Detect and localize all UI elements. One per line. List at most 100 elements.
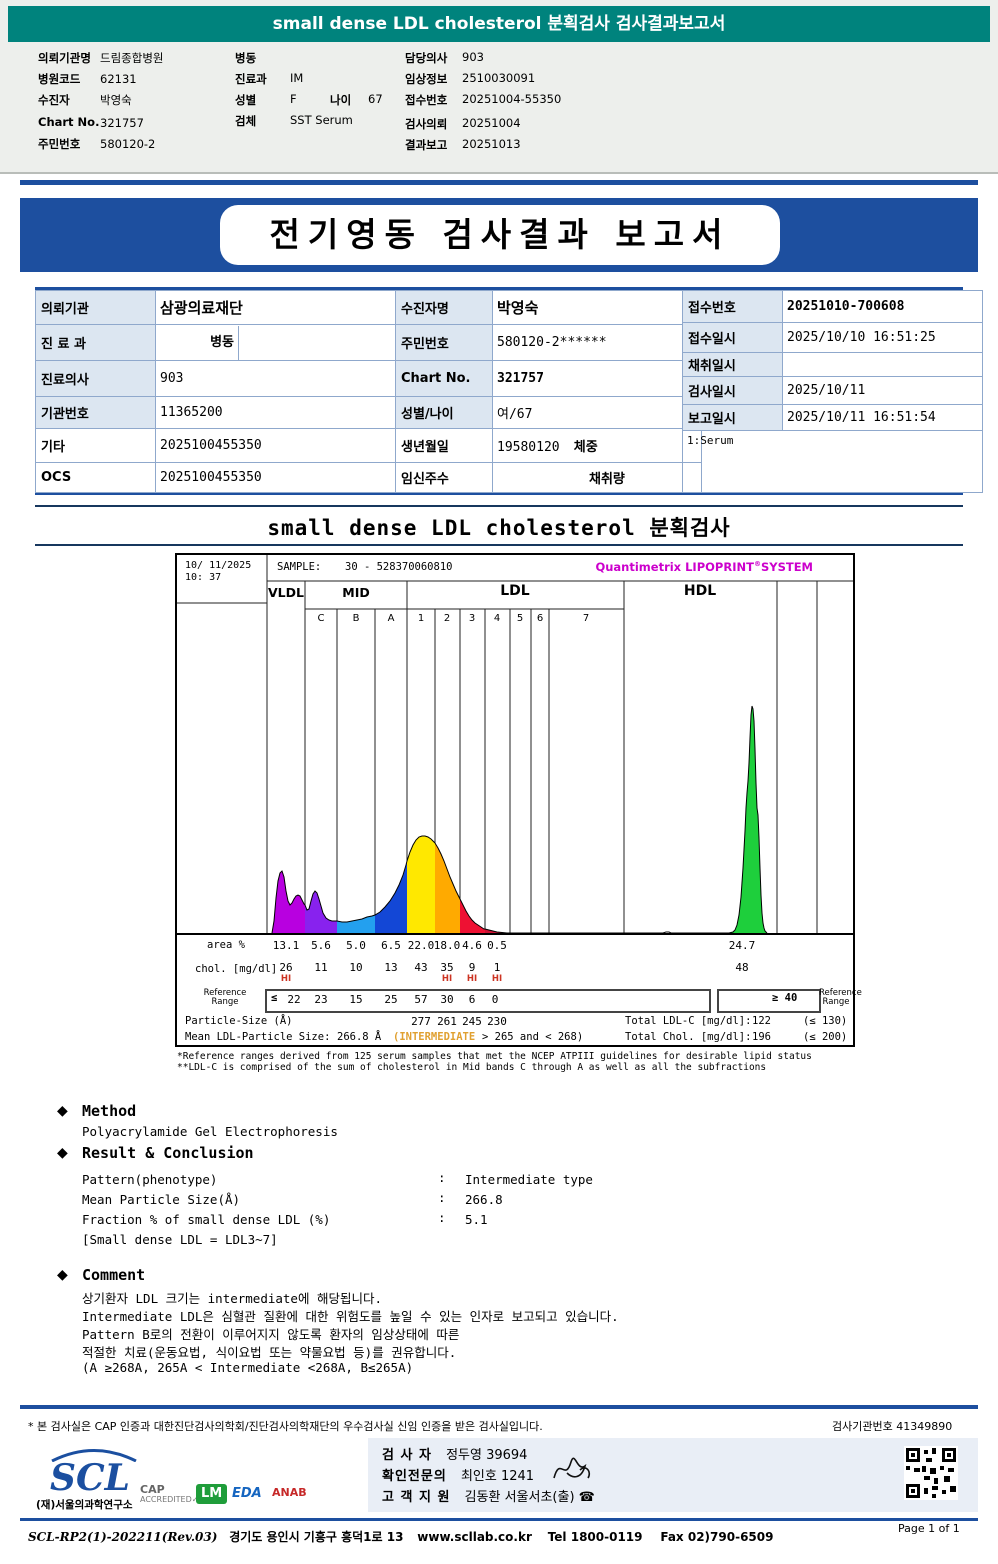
table-row: 임신주수 채취량	[395, 462, 702, 493]
reviewer-value: 최인호 1241	[460, 1469, 535, 1484]
row-value	[782, 352, 983, 377]
method-body: Polyacrylamide Gel Electrophoresis	[82, 1124, 338, 1139]
colon: :	[438, 1210, 446, 1225]
row-value: 병동	[155, 324, 415, 361]
diamond-icon: ◆	[57, 1145, 68, 1161]
total-chol-label: Total Chol. [mg/dl]:	[625, 1031, 752, 1043]
signature-panel: 검 사 자 정두영 39694 확인전문의 최인호 1241 고 객 지 원 김…	[368, 1438, 978, 1512]
field-label: 담당의사	[405, 51, 448, 65]
sub-band-label: 6	[536, 613, 544, 624]
anab-badge: ANAB	[272, 1486, 307, 1499]
report-title: 전기영동 검사결과 보고서	[269, 215, 731, 254]
hi-flag: HI	[280, 974, 292, 984]
row-label: 기관번호	[35, 396, 156, 429]
result-row-value: 5.1	[465, 1212, 488, 1227]
table-row: 채취일시	[682, 352, 983, 377]
top-banner-title: small dense LDL cholesterol 분획검사 검사결과보고서	[272, 14, 726, 34]
area-value: 5.0	[346, 939, 366, 952]
header-strip: small dense LDL cholesterol 분획검사 검사결과보고서…	[0, 0, 998, 174]
area-value: 13.1	[272, 939, 300, 952]
support-label: 고 객 지 원	[382, 1490, 451, 1505]
examiner-label: 검 사 자	[382, 1448, 432, 1463]
field-label: 검체	[235, 114, 257, 128]
signature-icon	[553, 1457, 591, 1479]
footer-divider	[20, 1405, 978, 1409]
accreditation-note: * 본 검사실은 CAP 인증과 대한진단검사의학회/진단검사의학재단의 우수검…	[28, 1420, 543, 1433]
area-value: 6.5	[381, 939, 401, 952]
table-row: OCS 2025100455350	[35, 462, 415, 493]
table-row: 접수일시 2025/10/10 16:51:25	[682, 322, 983, 353]
ward-sub-cell: 병동	[157, 325, 239, 360]
examiner-row: 검 사 자 정두영 39694	[382, 1444, 527, 1463]
row-label: 성별/나이	[395, 396, 493, 429]
reviewer-label: 확인전문의	[382, 1469, 447, 1484]
sub-band-label: 4	[493, 613, 501, 624]
field-value: 67	[368, 92, 383, 106]
field-value: 20251013	[462, 137, 521, 151]
table-row: 생년월일 19580120 체중	[395, 428, 702, 463]
ref-value: 25	[384, 993, 398, 1006]
row-value: 채취량	[492, 462, 702, 493]
support-value: 김동환 서울서초(출) ☎	[464, 1490, 595, 1505]
table-row: 수진자명 박영숙	[395, 290, 702, 325]
area-value: 18.0	[433, 939, 461, 952]
table-bottom-border	[35, 492, 963, 495]
comment-line: Pattern B로의 전환이 이루어지지 않도록 환자의 임상상태에 따른	[82, 1327, 460, 1342]
chart-footnote-2: **LDL-C is comprised of the sum of chole…	[177, 1062, 767, 1073]
lab-website: www.scllab.co.kr	[417, 1530, 532, 1544]
field-value: F	[290, 92, 297, 106]
comment-line: Intermediate LDL은 심혈관 질환에 대한 위험도를 높일 수 있…	[82, 1309, 619, 1324]
result-heading: Result & Conclusion	[82, 1144, 254, 1162]
table-row: 접수번호 20251010-700608	[682, 290, 983, 323]
band-mid: MID	[342, 585, 370, 600]
field-value: 580120-2	[100, 137, 156, 151]
field-label: 병원코드	[38, 72, 81, 86]
field-label: 주민번호	[38, 137, 81, 151]
field-value: 20251004-55350	[462, 92, 562, 106]
field-value: 321757	[100, 116, 144, 130]
address-line: SCL-RP2(1)-202211(Rev.03) 경기도 용인시 기흥구 흥덕…	[28, 1528, 773, 1545]
chart-time: 10: 37	[185, 572, 222, 583]
table-row: 기관번호 11365200	[35, 396, 415, 429]
band-hdl: HDL	[683, 583, 717, 599]
chol-value: 43	[414, 961, 428, 974]
field-label: 진료과	[235, 72, 267, 86]
row-value: 2025/10/11	[782, 376, 983, 405]
field-value: 2510030091	[462, 71, 536, 85]
ref-label-line1: Reference	[819, 988, 862, 998]
mean-size-class: (INTERMEDIATE	[393, 1031, 476, 1043]
row-label: 진료의사	[35, 360, 156, 397]
ref-label-line2: Range	[211, 997, 239, 1008]
table-row: 검사일시 2025/10/11	[682, 376, 983, 405]
row-value: 박영숙	[492, 290, 702, 325]
comment-line: (A ≥268A, 265A < Intermediate <268A, B≤2…	[82, 1360, 414, 1375]
sub-band-label: 1	[417, 613, 425, 624]
row-value: 11365200	[155, 396, 415, 429]
birthdate-value: 19580120	[497, 440, 560, 455]
reviewer-row: 확인전문의 최인호 1241	[382, 1465, 534, 1484]
row-value: 삼광의료재단	[155, 290, 415, 325]
field-label: 접수번호	[405, 93, 448, 107]
total-ldl-label: Total LDL-C [mg/dl]:	[625, 1015, 752, 1027]
ref-value: 22	[287, 993, 301, 1006]
mean-size-label: Mean LDL-Particle Size:	[185, 1031, 331, 1043]
row-value: 903	[155, 360, 415, 397]
row-label: 검사일시	[682, 376, 783, 405]
table-row: 성별/나이 여/67	[395, 396, 702, 429]
examiner-value: 정두영 39694	[446, 1448, 528, 1463]
table-row: Chart No. 321757	[395, 360, 702, 397]
field-label: 검사의뢰	[405, 117, 448, 131]
lab-registration-no: 검사기관번호 41349890	[832, 1420, 953, 1433]
area-value: 4.6	[462, 939, 482, 952]
area-row-label: area %	[207, 939, 245, 951]
table-row: 의뢰기관 삼광의료재단	[35, 290, 415, 325]
row-label: 진 료 과	[35, 324, 156, 361]
sub-band-label: 7	[582, 613, 590, 624]
mean-size-range: > 265 and < 268)	[482, 1031, 584, 1043]
divider	[35, 544, 963, 546]
scl-org-name: (재)서울의과학연구소	[36, 1499, 133, 1511]
result-row-label: Mean Particle Size(Å)	[82, 1192, 241, 1207]
sub-band-label: 2	[443, 613, 451, 624]
comment-line: 적절한 치료(운동요법, 식이요법 또는 약물요법 등)를 권유합니다.	[82, 1345, 457, 1360]
chol-value: 10	[349, 961, 363, 974]
